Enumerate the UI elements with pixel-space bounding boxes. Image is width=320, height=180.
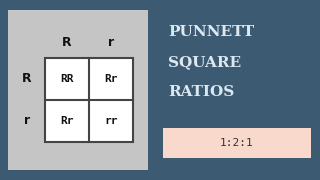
Bar [45,58,133,142]
Text: RR: RR [60,74,74,84]
Text: r: r [108,35,114,48]
Text: r: r [24,114,30,127]
Text: R: R [62,35,72,48]
Text: RATIOS: RATIOS [168,85,234,99]
Text: Rr: Rr [104,74,118,84]
Text: 1:2:1: 1:2:1 [220,138,254,148]
Text: R: R [22,73,32,86]
Text: Rr: Rr [60,116,74,126]
Bar [8,10,148,170]
Bar [163,128,311,158]
Text: PUNNETT: PUNNETT [168,25,254,39]
Text: SQUARE: SQUARE [168,55,241,69]
Text: rr: rr [104,116,118,126]
